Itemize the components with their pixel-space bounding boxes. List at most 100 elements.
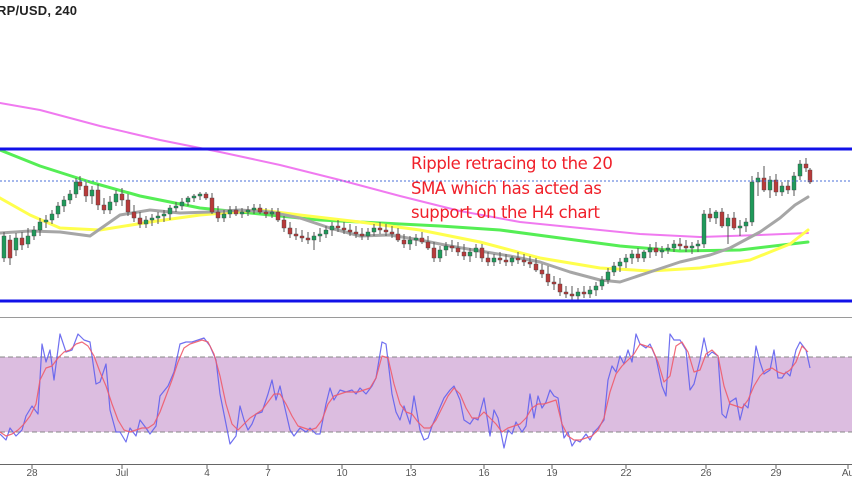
bearish-candle: [299, 235, 305, 239]
bullish-candle: [191, 195, 197, 199]
bullish-candle: [605, 271, 611, 281]
bearish-candle: [137, 217, 143, 225]
bullish-candle: [365, 231, 371, 237]
bearish-candle: [95, 189, 101, 206]
bearish-candle: [77, 181, 83, 187]
bearish-candle: [287, 227, 293, 235]
bullish-candle: [407, 239, 413, 245]
bearish-candle: [557, 283, 563, 293]
bullish-candle: [593, 285, 599, 291]
stochastic-oscillator: [0, 333, 811, 449]
bullish-candle: [311, 235, 317, 241]
annotation-line-2: SMA which has acted as: [411, 178, 602, 198]
sma200-line: [0, 102, 809, 238]
bullish-candle: [37, 221, 43, 231]
bearish-candle: [395, 233, 401, 241]
bullish-candle: [221, 213, 227, 219]
bearish-candle: [807, 169, 813, 183]
bullish-candle: [185, 197, 191, 203]
bullish-candle: [13, 237, 19, 251]
bearish-candle: [305, 237, 311, 241]
bullish-candle: [491, 257, 497, 263]
bullish-candle: [413, 237, 419, 241]
bearish-candle: [551, 281, 557, 285]
x-tick-label: 16: [478, 468, 490, 479]
bullish-candle: [659, 249, 665, 253]
x-tick-label: 19: [546, 468, 558, 479]
bullish-candle: [767, 179, 773, 191]
bullish-candle: [173, 205, 179, 209]
bearish-candle: [203, 193, 209, 199]
bullish-candle: [43, 219, 49, 223]
bullish-candle: [689, 245, 695, 249]
bullish-candle: [437, 249, 443, 259]
bullish-candle: [509, 257, 515, 263]
x-tick-label: 10: [336, 468, 348, 479]
bullish-candle: [245, 209, 251, 213]
x-tick-label: 26: [700, 468, 712, 479]
bullish-candle: [617, 261, 623, 267]
x-tick-label: 29: [770, 468, 782, 479]
bearish-candle: [257, 207, 263, 213]
bearish-candle: [425, 241, 431, 249]
bullish-candle: [701, 213, 707, 245]
bullish-candle: [671, 243, 677, 249]
bearish-candle: [119, 193, 125, 201]
bullish-candle: [611, 265, 617, 273]
bullish-candle: [269, 211, 275, 215]
bullish-candle: [155, 215, 161, 219]
bearish-candle: [539, 269, 545, 275]
bearish-candle: [383, 229, 389, 233]
bearish-candle: [7, 239, 13, 259]
bullish-candle: [161, 213, 167, 217]
bullish-candle: [647, 247, 653, 253]
bearish-candle: [347, 229, 353, 233]
bearish-candle: [215, 211, 221, 219]
bearish-candle: [461, 251, 467, 257]
bullish-candle: [755, 177, 761, 183]
bearish-candle: [293, 233, 299, 237]
bearish-candle: [533, 263, 539, 271]
bearish-candle: [485, 257, 491, 263]
bullish-candle: [575, 291, 581, 297]
bearish-candle: [719, 211, 725, 227]
bearish-candle: [263, 211, 269, 215]
candlesticks: [1, 158, 813, 300]
bullish-candle: [227, 209, 233, 215]
x-tick-label: 28: [26, 468, 38, 479]
bullish-candle: [55, 205, 61, 215]
x-tick-label: Au: [841, 468, 852, 479]
bullish-candle: [473, 247, 479, 253]
x-tick-label: 22: [620, 468, 632, 479]
bearish-candle: [19, 237, 25, 246]
bearish-candle: [521, 259, 527, 263]
bullish-candle: [239, 211, 245, 215]
bullish-candle: [67, 193, 73, 201]
bullish-candle: [641, 251, 647, 259]
bullish-candle: [89, 189, 95, 197]
bearish-candle: [131, 211, 137, 219]
bearish-candle: [455, 247, 461, 253]
x-axis-ticks: [31, 464, 849, 469]
sma50-line: [0, 196, 810, 273]
bullish-candle: [73, 181, 79, 195]
bearish-candle: [683, 245, 689, 249]
x-tick-label: 13: [405, 468, 417, 479]
bearish-candle: [479, 247, 485, 259]
bullish-candle: [743, 221, 749, 227]
bullish-candle: [623, 257, 629, 263]
bullish-candle: [737, 225, 743, 229]
bearish-candle: [341, 227, 347, 231]
bearish-candle: [389, 231, 395, 235]
bullish-candle: [797, 163, 803, 177]
bullish-candle: [49, 213, 55, 221]
x-tick-label: Jul: [115, 468, 129, 479]
bullish-candle: [25, 235, 31, 245]
bearish-candle: [569, 293, 575, 297]
bearish-candle: [101, 204, 107, 211]
bullish-candle: [107, 201, 113, 211]
bearish-candle: [731, 217, 737, 229]
bearish-candle: [83, 185, 89, 197]
annotation-line-3: support on the H4 chart: [411, 203, 600, 222]
